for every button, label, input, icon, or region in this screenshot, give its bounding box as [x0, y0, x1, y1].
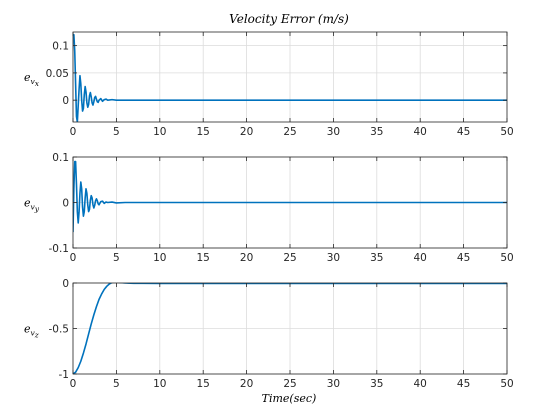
y-tick-label: -0.1 [49, 243, 70, 255]
x-tick-label: 15 [197, 378, 210, 390]
y-tick-label: 0 [62, 95, 69, 107]
series-line [73, 160, 507, 233]
x-tick-label: 25 [283, 126, 296, 138]
x-tick-label: 30 [327, 126, 340, 138]
y-tick-label: -1 [59, 369, 69, 381]
x-tick-label: 10 [153, 252, 166, 264]
x-tick-label: 50 [500, 252, 513, 264]
x-tick-label: 45 [457, 126, 470, 138]
x-tick-label: 45 [457, 252, 470, 264]
x-tick-label: 5 [113, 126, 120, 138]
x-tick-label: 25 [283, 252, 296, 264]
x-tick-label: 30 [327, 252, 340, 264]
x-tick-label: 45 [457, 378, 470, 390]
y-axis-label: evx [24, 71, 40, 88]
x-tick-label: 10 [153, 126, 166, 138]
x-tick-label: 5 [113, 252, 120, 264]
series-line [73, 33, 507, 122]
axes-3: 0 5 10 15 20 25 30 35 40 45 50 -1 -0.5 0 evz [24, 278, 514, 390]
x-tick-label: 15 [197, 252, 210, 264]
y-tick-label: 0.1 [52, 152, 69, 164]
x-tick-label: 25 [283, 378, 296, 390]
x-tick-label: 40 [414, 378, 427, 390]
y-axis-label: evz [24, 323, 39, 340]
x-axis-label: Time(sec) [262, 392, 317, 405]
axes-1: 0 5 10 15 20 25 30 35 40 45 50 0 0.05 0.1 evx [24, 31, 514, 138]
y-tick-label: 0 [62, 278, 69, 290]
x-tick-label: 20 [240, 126, 253, 138]
y-tick-label: -0.5 [49, 324, 70, 336]
x-tick-label: 35 [370, 252, 383, 264]
x-tick-label: 40 [414, 252, 427, 264]
x-tick-label: 0 [70, 252, 77, 264]
x-tick-label: 10 [153, 378, 166, 390]
x-tick-label: 30 [327, 378, 340, 390]
x-tick-label: 20 [240, 378, 253, 390]
x-tick-label: 0 [70, 378, 77, 390]
y-tick-label: 0.05 [46, 68, 69, 80]
y-axis-label: evy [24, 197, 40, 214]
x-tick-label: 20 [240, 252, 253, 264]
figure-title: Velocity Error (m/s) [229, 12, 349, 26]
x-tick-label: 40 [414, 126, 427, 138]
y-tick-label: 0.1 [52, 41, 69, 53]
x-tick-label: 50 [500, 378, 513, 390]
y-tick-label: 0 [62, 198, 69, 210]
x-tick-label: 35 [370, 378, 383, 390]
x-tick-label: 5 [113, 378, 120, 390]
x-tick-label: 35 [370, 126, 383, 138]
x-tick-label: 15 [197, 126, 210, 138]
x-tick-label: 50 [500, 126, 513, 138]
x-tick-label: 0 [70, 126, 77, 138]
